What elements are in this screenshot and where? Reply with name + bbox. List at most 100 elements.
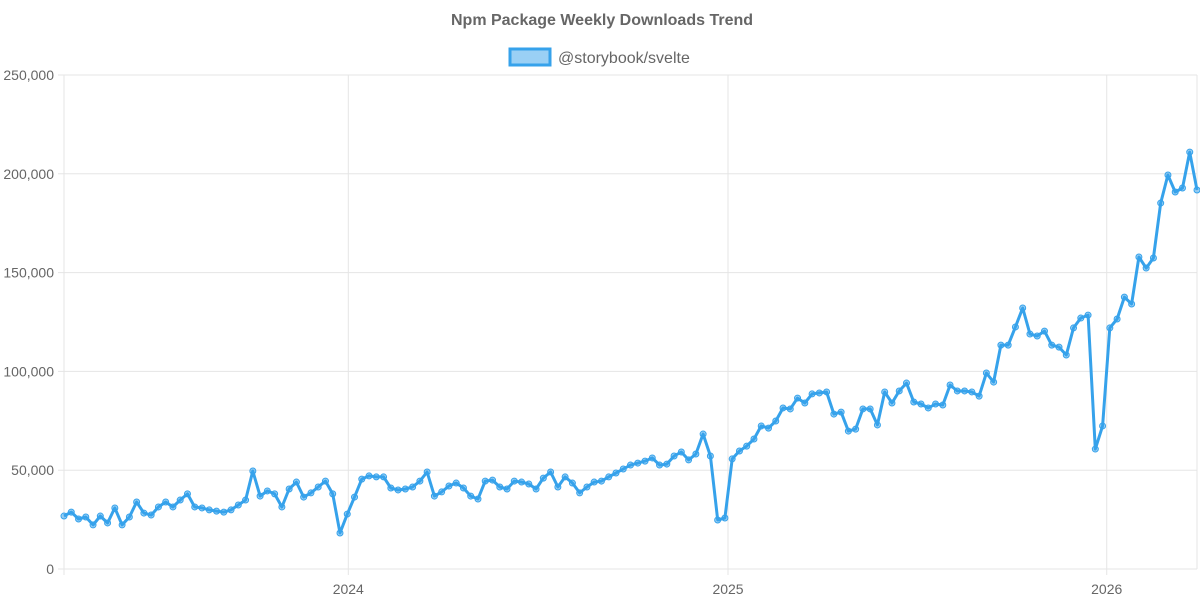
data-point[interactable] [561, 473, 569, 481]
data-point[interactable] [982, 369, 990, 377]
data-point[interactable] [314, 483, 322, 491]
data-point[interactable] [815, 389, 823, 397]
data-point[interactable] [271, 490, 279, 498]
data-point[interactable] [227, 506, 235, 514]
data-point[interactable] [278, 503, 286, 511]
data-point[interactable] [1004, 341, 1012, 349]
data-point[interactable] [619, 465, 627, 473]
legend-label[interactable]: @storybook/svelte [558, 50, 690, 67]
data-point[interactable] [343, 510, 351, 518]
data-point[interactable] [728, 455, 736, 463]
data-point[interactable] [387, 484, 395, 492]
data-point[interactable] [1120, 293, 1128, 301]
data-point[interactable] [430, 492, 438, 500]
data-point[interactable] [467, 492, 475, 500]
data-point[interactable] [932, 400, 940, 408]
data-point[interactable] [365, 472, 373, 480]
data-point[interactable] [409, 483, 417, 491]
data-point[interactable] [939, 401, 947, 409]
data-point[interactable] [452, 479, 460, 487]
data-point[interactable] [307, 489, 315, 497]
data-point[interactable] [234, 501, 242, 509]
data-point[interactable] [242, 496, 250, 504]
data-point[interactable] [656, 461, 664, 469]
data-point[interactable] [496, 483, 504, 491]
data-point[interactable] [249, 467, 257, 475]
data-point[interactable] [590, 478, 598, 486]
data-point[interactable] [641, 457, 649, 465]
data-point[interactable] [459, 484, 467, 492]
data-point[interactable] [104, 519, 112, 527]
data-point[interactable] [1193, 186, 1200, 194]
data-point[interactable] [183, 490, 191, 498]
data-point[interactable] [757, 422, 765, 430]
data-point[interactable] [423, 468, 431, 476]
data-point[interactable] [510, 477, 518, 485]
data-point[interactable] [198, 504, 206, 512]
data-point[interactable] [118, 521, 126, 529]
data-point[interactable] [663, 460, 671, 468]
data-point[interactable] [830, 410, 838, 418]
data-point[interactable] [910, 398, 918, 406]
data-point[interactable] [336, 529, 344, 537]
data-point[interactable] [111, 504, 119, 512]
data-point[interactable] [292, 478, 300, 486]
data-point[interactable] [888, 399, 896, 407]
data-point[interactable] [263, 487, 271, 495]
data-point[interactable] [677, 448, 685, 456]
data-point[interactable] [844, 427, 852, 435]
data-point[interactable] [1077, 314, 1085, 322]
data-point[interactable] [125, 513, 133, 521]
data-point[interactable] [685, 456, 693, 464]
data-point[interactable] [648, 454, 656, 462]
data-point[interactable] [786, 405, 794, 413]
data-point[interactable] [329, 490, 337, 498]
data-point[interactable] [881, 388, 889, 396]
data-point[interactable] [764, 424, 772, 432]
data-point[interactable] [481, 477, 489, 485]
data-point[interactable] [852, 425, 860, 433]
data-point[interactable] [794, 394, 802, 402]
data-point[interactable] [1040, 327, 1048, 335]
data-point[interactable] [351, 493, 359, 501]
data-point[interactable] [1070, 324, 1078, 332]
data-point[interactable] [1157, 199, 1165, 207]
data-point[interactable] [583, 483, 591, 491]
data-point[interactable] [503, 485, 511, 493]
data-point[interactable] [714, 516, 722, 524]
data-point[interactable] [895, 387, 903, 395]
data-point[interactable] [902, 379, 910, 387]
data-point[interactable] [539, 474, 547, 482]
data-point[interactable] [1084, 311, 1092, 319]
data-point[interactable] [706, 452, 714, 460]
data-point[interactable] [474, 495, 482, 503]
data-point[interactable] [1062, 351, 1070, 359]
data-point[interactable] [133, 498, 141, 506]
data-point[interactable] [597, 477, 605, 485]
data-point[interactable] [873, 421, 881, 429]
data-point[interactable] [670, 452, 678, 460]
data-point[interactable] [154, 503, 162, 511]
data-point[interactable] [924, 404, 932, 412]
data-point[interactable] [489, 476, 497, 484]
data-point[interactable] [445, 482, 453, 490]
data-point[interactable] [401, 485, 409, 493]
data-point[interactable] [89, 521, 97, 529]
data-point[interactable] [358, 475, 366, 483]
data-point[interactable] [866, 405, 874, 413]
data-point[interactable] [285, 485, 293, 493]
data-point[interactable] [82, 513, 90, 521]
data-point[interactable] [380, 473, 388, 481]
data-point[interactable] [990, 378, 998, 386]
data-point[interactable] [961, 387, 969, 395]
data-point[interactable] [300, 493, 308, 501]
data-point[interactable] [772, 417, 780, 425]
data-point[interactable] [634, 459, 642, 467]
data-point[interactable] [750, 435, 758, 443]
data-point[interactable] [438, 488, 446, 496]
data-point[interactable] [191, 503, 199, 511]
data-point[interactable] [1055, 343, 1063, 351]
legend[interactable]: @storybook/svelte [508, 47, 690, 67]
data-point[interactable] [1186, 148, 1194, 156]
data-point[interactable] [75, 515, 83, 523]
